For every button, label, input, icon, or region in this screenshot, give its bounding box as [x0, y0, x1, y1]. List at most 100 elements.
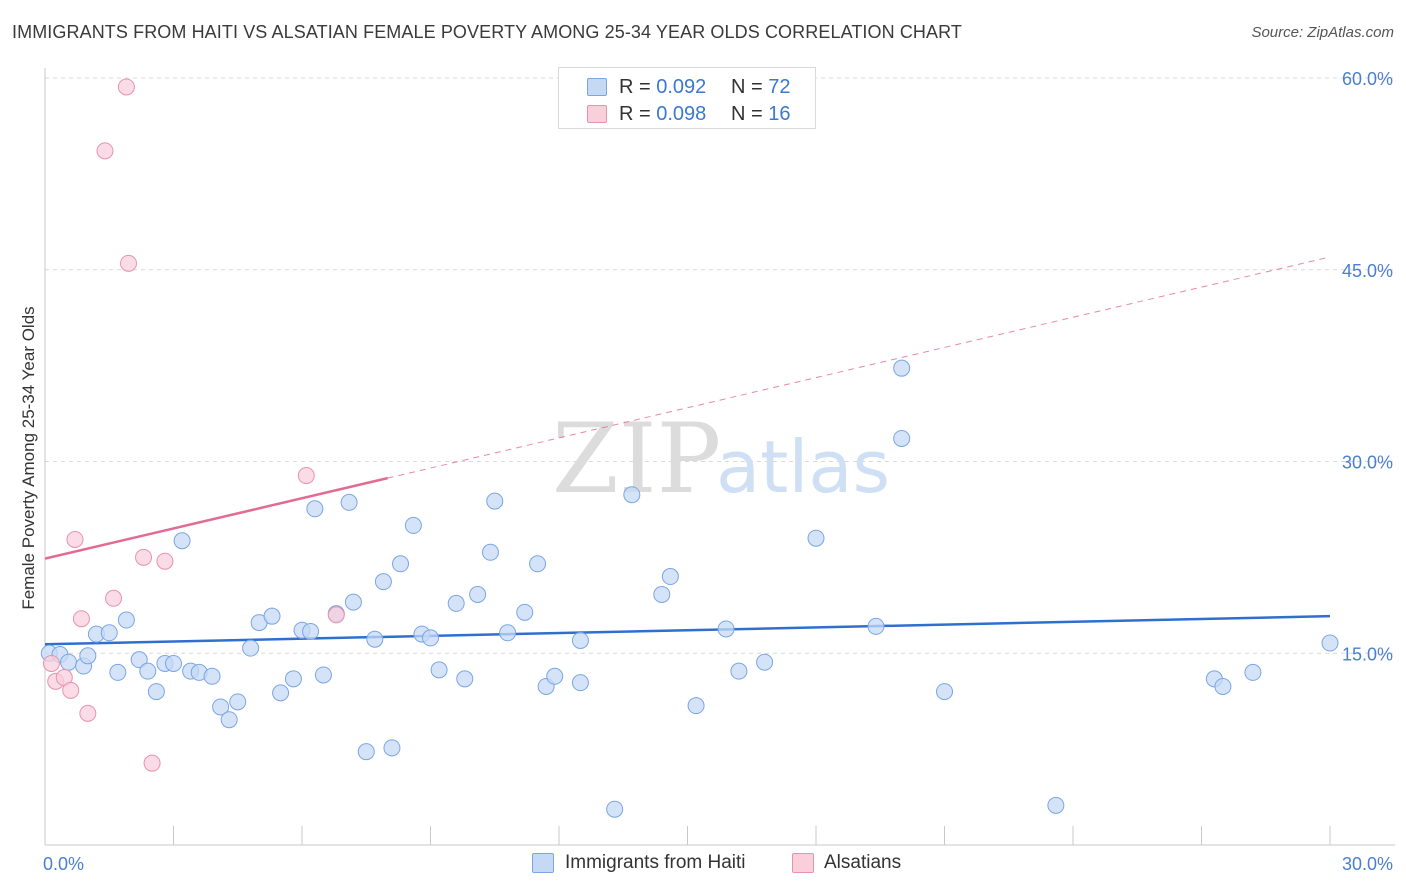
point-haiti [867, 617, 885, 635]
point-alsatians [156, 552, 174, 570]
point-haiti [366, 630, 384, 648]
point-haiti [893, 429, 911, 447]
grid-lines [45, 77, 1395, 654]
point-haiti [139, 662, 157, 680]
legend-stats: R = 0.092 N = 72 R = 0.098 N = 16 [558, 67, 816, 129]
point-haiti [499, 624, 517, 642]
point-haiti [422, 629, 439, 647]
point-haiti [314, 666, 332, 684]
legend-swatch-haiti [587, 78, 607, 96]
point-alsatians [117, 78, 135, 96]
chart-source: Source: ZipAtlas.com [1251, 24, 1394, 41]
point-haiti [1214, 677, 1232, 695]
point-haiti [79, 647, 97, 665]
point-haiti [383, 739, 401, 757]
point-haiti [60, 653, 78, 671]
point-haiti [147, 683, 165, 701]
point-haiti [357, 743, 375, 761]
point-haiti [173, 532, 191, 550]
legend-label-haiti: Immigrants from Haiti [565, 852, 746, 873]
point-haiti [456, 670, 474, 688]
point-haiti [212, 698, 230, 716]
point-haiti [203, 667, 221, 685]
point-haiti [272, 684, 290, 702]
axes [44, 68, 1395, 846]
point-haiti [893, 359, 911, 377]
point-haiti [109, 663, 127, 681]
y-tick-label: 15.0% [1342, 644, 1393, 664]
point-haiti [486, 492, 504, 510]
trend-line-haiti [44, 614, 1331, 646]
y-tick-label: 60.0% [1342, 69, 1393, 89]
legend-n: N = 16 [731, 103, 791, 125]
chart-title: IMMIGRANTS FROM HAITI VS ALSATIAN FEMALE… [12, 22, 963, 42]
legend-swatch-alsatians [792, 853, 814, 873]
legend-n: N = 72 [731, 76, 791, 98]
point-haiti [936, 683, 953, 701]
point-alsatians [42, 654, 60, 672]
trend-line-alsatians [44, 476, 388, 560]
point-haiti [687, 697, 705, 715]
y-tick-label: 30.0% [1342, 453, 1393, 473]
trend-lines [44, 256, 1331, 646]
point-alsatians [120, 254, 138, 272]
point-haiti [344, 593, 362, 611]
point-haiti [130, 651, 148, 669]
legend-r: R = 0.092 [619, 76, 707, 98]
point-alsatians [62, 681, 80, 699]
point-haiti [100, 624, 118, 642]
point-alsatians [96, 142, 114, 160]
point-haiti [404, 516, 422, 534]
legend-swatch-alsatians [587, 105, 607, 123]
point-haiti [529, 555, 547, 573]
legend-r: R = 0.098 [619, 103, 707, 125]
point-haiti [1321, 634, 1339, 652]
tick-labels: 15.0% 30.0% 45.0% 60.0% 0.0% 30.0% [43, 69, 1393, 874]
point-haiti [284, 670, 302, 688]
point-haiti [447, 594, 465, 612]
point-haiti [717, 620, 735, 638]
point-haiti [430, 661, 448, 679]
point-haiti [516, 603, 534, 621]
point-haiti [263, 607, 281, 625]
point-alsatians [105, 589, 123, 607]
point-haiti [756, 653, 774, 671]
point-haiti [340, 493, 358, 511]
point-haiti [302, 623, 320, 641]
point-haiti [730, 662, 748, 680]
point-alsatians [66, 530, 84, 548]
point-haiti [571, 631, 589, 649]
point-haiti [306, 500, 324, 518]
point-haiti [653, 585, 671, 603]
point-haiti [1047, 796, 1065, 814]
y-tick-label: 45.0% [1342, 261, 1393, 281]
point-haiti [392, 555, 410, 573]
point-haiti [1244, 663, 1262, 681]
watermark: ZIP atlas [552, 403, 890, 515]
point-haiti [571, 674, 589, 692]
watermark-atlas: atlas [716, 425, 890, 509]
point-alsatians [135, 548, 153, 566]
x-tick-label: 30.0% [1342, 854, 1393, 874]
point-haiti [229, 693, 247, 711]
point-alsatians [79, 704, 97, 722]
point-haiti [606, 800, 624, 818]
point-haiti [117, 611, 135, 629]
trend-line-alsatians-extension [387, 256, 1331, 479]
point-haiti [623, 486, 641, 504]
point-alsatians [72, 610, 90, 628]
point-haiti [374, 573, 392, 591]
point-alsatians [327, 606, 345, 624]
point-haiti [220, 711, 238, 729]
point-haiti [481, 543, 499, 561]
point-haiti [546, 667, 564, 685]
legend-swatch-haiti [532, 853, 554, 873]
data-points [40, 78, 1339, 818]
point-haiti [242, 639, 260, 657]
point-haiti [807, 529, 825, 547]
x-tick-label: 0.0% [43, 854, 84, 874]
point-alsatians [143, 754, 161, 772]
legend-label-alsatians: Alsatians [824, 852, 902, 873]
point-haiti [661, 568, 679, 586]
